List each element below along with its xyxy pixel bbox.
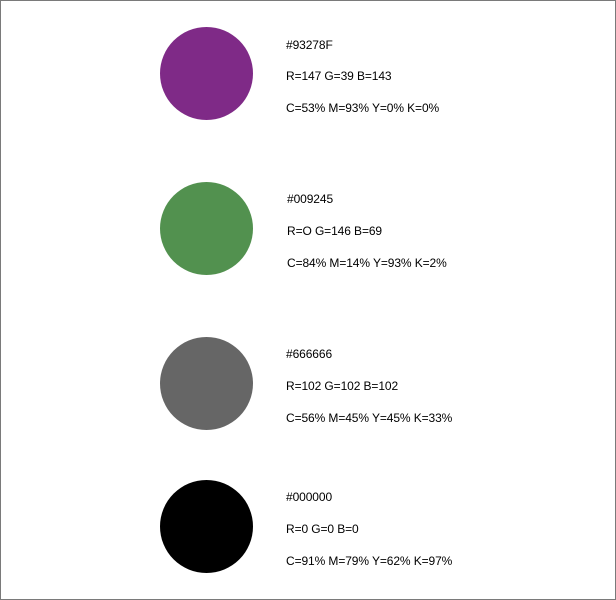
cmyk-label: C=56% M=45% Y=45% K=33% (286, 411, 453, 425)
rgb-label: R=0 G=0 B=0 (286, 522, 359, 536)
cmyk-label: C=84% M=14% Y=93% K=2% (287, 256, 447, 270)
rgb-label: R=102 G=102 B=102 (286, 379, 399, 393)
color-circle-gray (160, 337, 253, 430)
cmyk-label: C=91% M=79% Y=62% K=97% (286, 554, 453, 568)
hex-label: #000000 (286, 490, 333, 504)
rgb-label: R=147 G=39 B=143 (286, 69, 392, 83)
hex-label: #009245 (287, 192, 334, 206)
hex-label: #666666 (286, 347, 333, 361)
swatch-black: #000000 R=0 G=0 B=0 C=91% M=79% Y=62% K=… (0, 0, 616, 573)
rgb-label: R=O G=146 B=69 (287, 224, 382, 238)
swatch-gray: #666666 R=102 G=102 B=102 C=56% M=45% Y=… (0, 0, 616, 430)
color-circle-purple (160, 27, 253, 120)
swatch-purple: #93278F R=147 G=39 B=143 C=53% M=93% Y=0… (0, 0, 616, 120)
cmyk-label: C=53% M=93% Y=0% K=0% (286, 101, 440, 115)
swatch-green: #009245 R=O G=146 B=69 C=84% M=14% Y=93%… (0, 0, 616, 275)
color-circle-green (160, 182, 253, 275)
hex-label: #93278F (286, 38, 333, 52)
color-circle-black (160, 480, 253, 573)
